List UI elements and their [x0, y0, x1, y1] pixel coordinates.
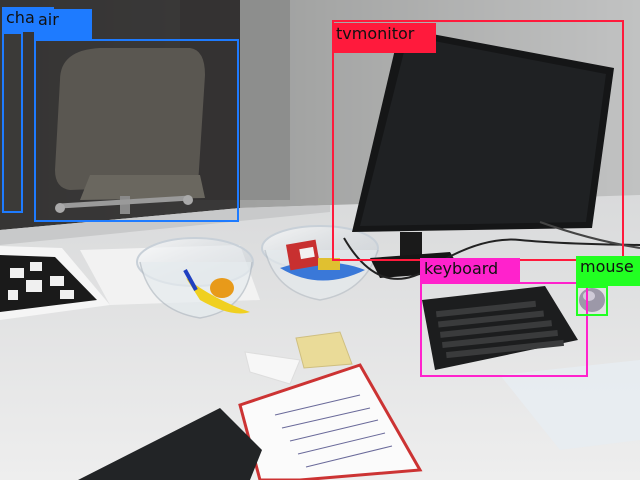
- left-chair-edge: [0, 30, 22, 212]
- notebook: [238, 363, 423, 480]
- detection-box-mouse: [576, 286, 608, 316]
- detection-label-tvmonitor: tvmonitor: [332, 23, 436, 53]
- dark-folder: [78, 408, 262, 480]
- fiducial-marker: [0, 246, 110, 320]
- detection-box-air: [34, 39, 239, 222]
- detection-box-tvmonitor: [332, 20, 624, 261]
- desk-edge: [0, 205, 330, 245]
- glass-bowl-with-fruit: [136, 237, 254, 319]
- detection-label-keyboard: keyboard: [420, 258, 520, 284]
- detection-label-air: air: [34, 9, 92, 39]
- handwritten-lines: [274, 394, 393, 468]
- keyboard: [422, 286, 578, 370]
- detection-box-chair: [2, 32, 23, 213]
- sticky-note-pad: [295, 331, 353, 369]
- detection-label-mouse: mouse: [576, 256, 640, 286]
- paper-slip: [244, 351, 301, 385]
- mouse-pad-area: [500, 360, 640, 450]
- cable-2: [539, 221, 640, 249]
- computer-monitor: [352, 28, 614, 278]
- background-chair: [55, 48, 205, 214]
- cable: [343, 237, 640, 280]
- detection-box-keyboard: [420, 282, 588, 377]
